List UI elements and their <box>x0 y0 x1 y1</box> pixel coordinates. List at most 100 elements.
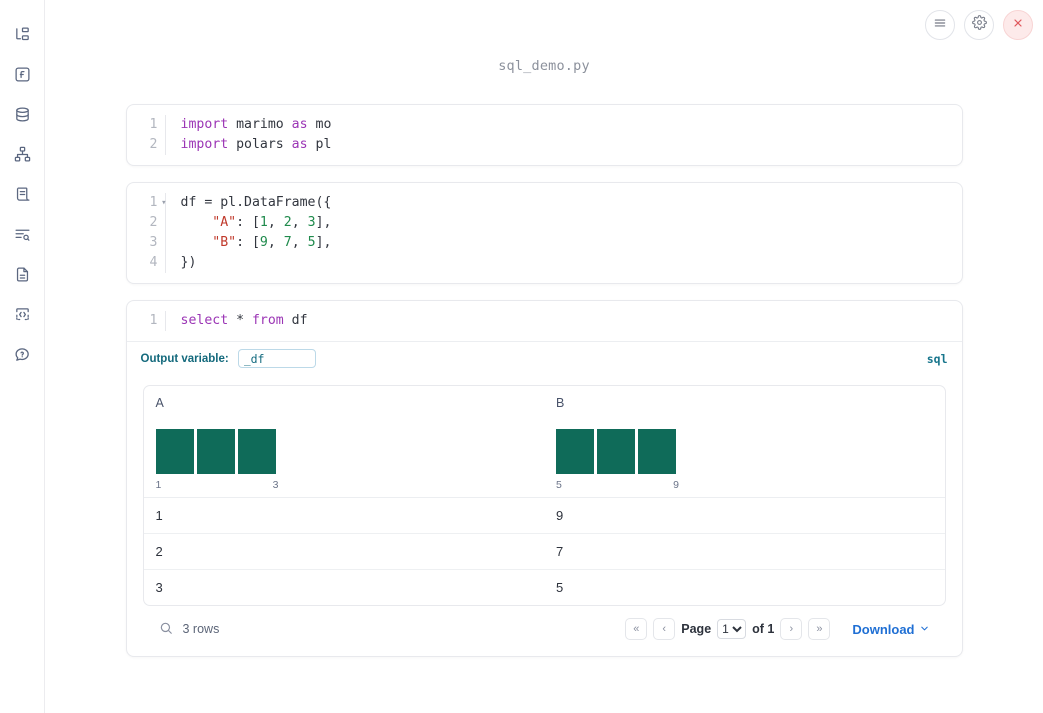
axis-min-label: 1 <box>155 479 162 491</box>
file-tree-icon <box>14 26 31 43</box>
code-editor[interactable]: 1 ▾ 2 3 4 df = pl.DataFrame({ "A": [1, 2,… <box>127 183 962 283</box>
histogram-bar <box>556 429 594 474</box>
code-token <box>181 215 213 230</box>
code-token: select <box>180 313 229 328</box>
sidebar-item-help[interactable] <box>8 340 36 368</box>
code-cell-dataframe[interactable]: 1 ▾ 2 3 4 df = pl.DataFrame({ "A": [1, 2,… <box>125 182 963 284</box>
code-text[interactable]: import marimo as mo import polars as pl <box>164 115 962 155</box>
pagination: « ‹ Page 1 of 1 › » Download <box>625 618 929 640</box>
settings-button[interactable] <box>964 10 994 40</box>
code-token: mo <box>307 117 332 132</box>
download-button[interactable]: Download <box>852 622 929 637</box>
row-count-group: 3 rows <box>159 621 219 638</box>
code-token: 1 <box>259 215 268 230</box>
column-header-b[interactable]: B 5 9 <box>544 386 945 497</box>
database-icon <box>14 106 31 123</box>
output-variable-label: Output variable: <box>140 352 229 365</box>
first-page-button[interactable]: « <box>625 618 648 640</box>
function-box-icon <box>14 66 31 83</box>
code-token: "B" <box>212 235 237 250</box>
histogram-bar <box>155 429 194 474</box>
code-token: import <box>180 117 229 132</box>
code-token: marimo <box>228 117 292 132</box>
sidebar-item-dependency-graph[interactable] <box>8 140 36 168</box>
table-footer: 3 rows « ‹ Page 1 of 1 › » Download <box>143 606 946 656</box>
cell-list: 1 2 import marimo as mo import polars as… <box>45 104 1043 657</box>
sidebar-item-scratchpad[interactable] <box>8 180 36 208</box>
code-token: , <box>291 215 308 230</box>
document-icon <box>14 266 31 283</box>
last-page-button[interactable]: » <box>808 618 831 640</box>
chevron-down-icon <box>919 622 930 637</box>
close-button[interactable] <box>1003 10 1033 40</box>
close-icon <box>1012 16 1024 34</box>
code-token: , <box>267 215 284 230</box>
page-title: sql_demo.py <box>498 58 590 74</box>
sidebar-item-snippets[interactable] <box>8 300 36 328</box>
histogram-bar <box>237 429 276 474</box>
code-text[interactable]: df = pl.DataFrame({ "A": [1, 2, 3], "B":… <box>164 193 962 273</box>
chevron-down-icon[interactable]: ▾ <box>161 198 167 208</box>
line-number: 1 <box>149 313 158 328</box>
hamburger-menu-button[interactable] <box>925 10 955 40</box>
column-name: B <box>556 396 565 410</box>
sidebar-item-documentation[interactable] <box>8 260 36 288</box>
code-token: : [ <box>236 235 260 250</box>
outline-search-icon <box>14 226 31 243</box>
prev-page-button[interactable]: ‹ <box>653 618 676 640</box>
page-label: Page <box>681 622 712 636</box>
table-cell: 9 <box>556 508 564 523</box>
sidebar-item-variables[interactable] <box>8 60 36 88</box>
code-cell-imports[interactable]: 1 2 import marimo as mo import polars as… <box>125 104 963 166</box>
sidebar-item-data-sources[interactable] <box>8 100 36 128</box>
line-number: 4 <box>149 255 158 270</box>
table-cell: 5 <box>556 580 564 595</box>
table-row[interactable]: 1 9 <box>143 498 945 534</box>
language-badge[interactable]: sql <box>926 351 948 366</box>
code-token: , <box>267 235 284 250</box>
data-table: A 1 3 <box>142 385 946 606</box>
table-header: A 1 3 <box>143 386 945 498</box>
column-histogram-b <box>556 422 933 474</box>
table-cell: 1 <box>155 508 163 523</box>
code-cell-sql[interactable]: 1 select * from df Output variable: sql … <box>125 300 963 657</box>
code-token: "A" <box>212 215 237 230</box>
table-row[interactable]: 2 7 <box>143 534 945 570</box>
line-number-gutter: 1 2 <box>127 115 165 155</box>
table-cell: 3 <box>155 580 163 595</box>
download-label: Download <box>852 621 915 637</box>
table-output: A 1 3 <box>127 375 962 656</box>
line-number: 1 <box>149 117 158 132</box>
sidebar <box>0 0 45 713</box>
table-cell: 7 <box>556 544 564 559</box>
code-token: as <box>291 137 308 152</box>
search-icon[interactable] <box>159 621 173 638</box>
page-select[interactable]: 1 <box>717 619 747 639</box>
histogram-bar <box>638 429 676 474</box>
code-token: * <box>228 313 252 328</box>
line-number: 1 ▾ <box>127 193 167 213</box>
axis-max-label: 3 <box>272 479 279 491</box>
column-header-a[interactable]: A 1 3 <box>144 386 545 497</box>
table-row[interactable]: 3 5 <box>144 570 945 605</box>
line-number: 2 <box>149 137 158 152</box>
code-token: df = pl.DataFrame({ <box>180 195 332 210</box>
code-text[interactable]: select * from df <box>164 311 962 331</box>
code-editor[interactable]: 1 2 import marimo as mo import polars as… <box>127 105 962 165</box>
code-editor[interactable]: 1 select * from df <box>127 301 962 341</box>
sidebar-item-outline[interactable] <box>8 220 36 248</box>
code-token: df <box>283 313 308 328</box>
histogram-bar <box>597 429 635 474</box>
next-page-button[interactable]: › <box>780 618 803 640</box>
table-cell: 2 <box>155 544 163 559</box>
line-number-text: 1 <box>149 195 158 210</box>
page-total-label: of 1 <box>752 622 775 636</box>
column-histogram-a <box>155 422 533 474</box>
output-variable-input[interactable] <box>237 349 316 368</box>
gear-icon <box>971 15 987 35</box>
scratchpad-icon <box>14 186 31 203</box>
sidebar-item-file-explorer[interactable] <box>8 20 36 48</box>
line-number-gutter: 1 <box>127 311 165 331</box>
line-number-gutter: 1 ▾ 2 3 4 <box>127 193 167 273</box>
histogram-axis-b: 5 9 <box>556 479 679 491</box>
